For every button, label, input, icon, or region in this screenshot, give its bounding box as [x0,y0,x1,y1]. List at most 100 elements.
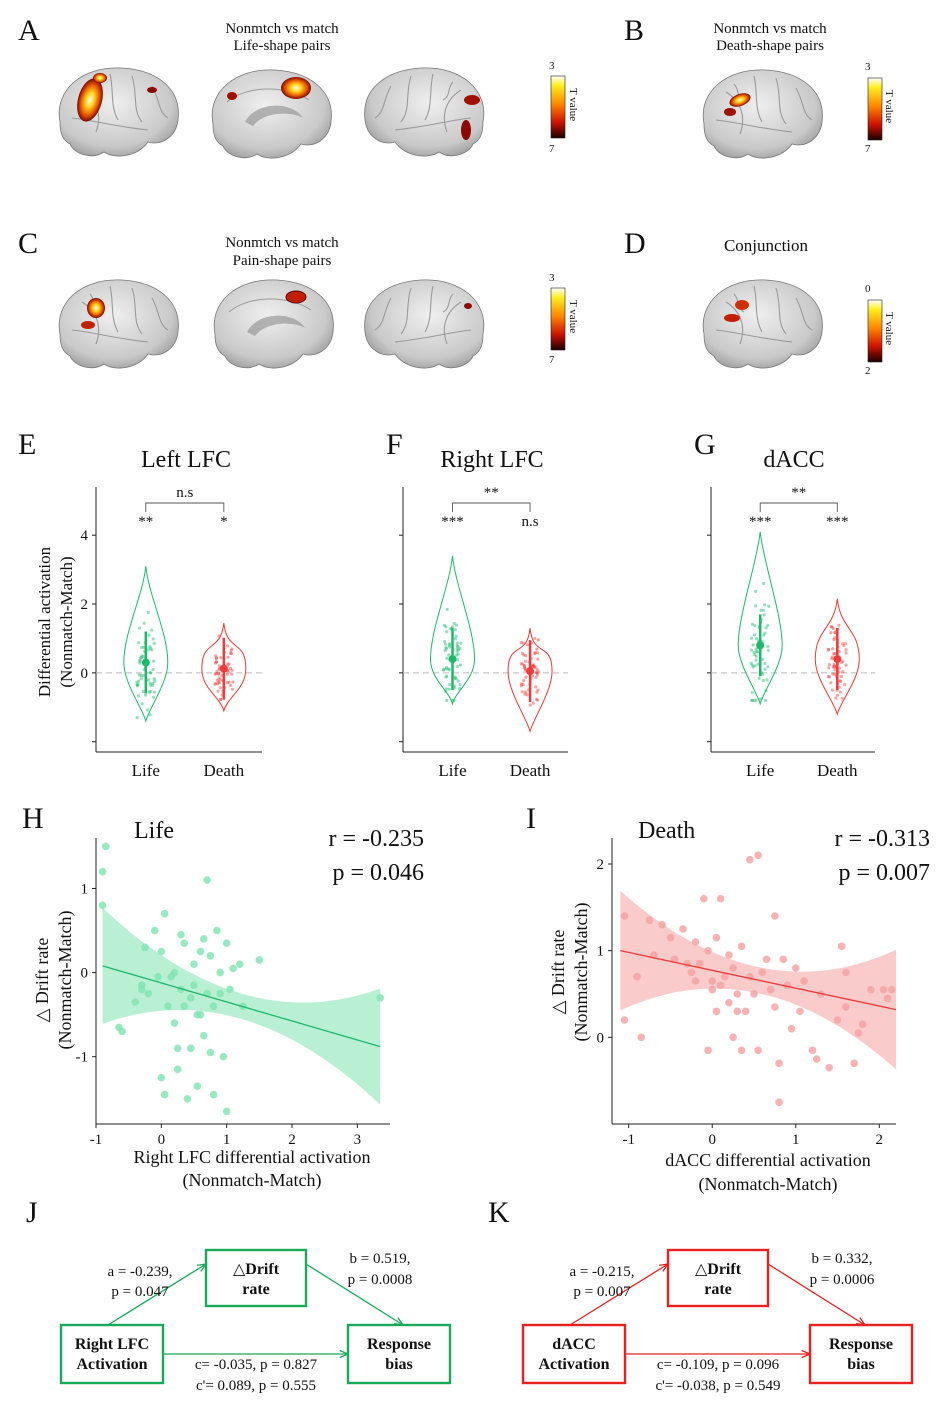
death-point [832,662,836,666]
panel-label-G: G [694,428,716,461]
death-point [833,667,837,672]
death-point [524,690,528,694]
violin-ylabel-line1: Differential activation [35,546,54,697]
life-point [150,648,154,652]
death-point [213,672,217,676]
brain-lateral-left [702,279,823,369]
data-point [733,990,742,998]
panel-label-E: E [18,428,36,461]
life-point [453,676,457,681]
colorbar-B-label: T value [883,90,895,123]
panel-B: B Nonmtch vs match Death-shape pairs 3 7… [624,14,895,159]
death-point [830,655,834,659]
death-point [214,656,218,660]
life-point [754,698,758,702]
data-point [733,1007,742,1016]
data-point [800,977,808,985]
life-point [455,653,459,657]
scatter-H-title: Life [134,818,174,844]
path-a-arrow-head [659,1263,670,1272]
life-point [763,667,767,671]
death-point [844,641,848,646]
life-point [753,664,757,668]
violin-F-title: Right LFC [440,447,543,473]
panel-label-K: K [488,1196,510,1229]
data-point [779,955,788,964]
data-point [771,912,779,920]
life-point [444,645,448,650]
colorbar-D-bottom: 2 [865,365,871,377]
death-point [213,661,217,665]
life-point [750,622,755,626]
death-point [534,685,538,689]
brain-surface [702,279,823,369]
data-point [193,1082,202,1090]
death-point [230,668,234,672]
death-point [826,647,830,652]
data-point [708,977,717,985]
panel-label-F: F [386,428,403,461]
death-point [214,682,218,686]
data-point [837,942,846,951]
life-point [442,667,446,672]
life-point [765,678,769,682]
data-point [746,855,754,864]
life-point [138,661,142,665]
brain-lateral-right [364,279,485,369]
colorbar-C-label: T value [567,300,579,333]
life-point [448,645,452,649]
data-point [883,994,892,1003]
life-point [151,681,155,685]
data-point [235,960,244,968]
data-point [183,1094,192,1103]
data-point [645,916,654,925]
life-point [761,657,765,661]
mediator-box [666,1248,770,1308]
life-point [766,648,771,653]
colorbar-D: 0 2 T value [865,283,895,377]
path-b-arrow-head [856,1317,867,1326]
panel-label-I: I [526,802,536,835]
death-point [519,662,523,666]
brain-medial [211,69,332,159]
death-point [832,664,836,668]
death-point [530,674,535,678]
data-point [812,1055,821,1063]
data-point [209,1002,218,1011]
data-point [762,955,771,964]
life-point [444,675,448,679]
path-c-direct: c'= -0.038, p = 0.549 [655,1378,780,1394]
brain-surface [58,279,179,369]
death-point [832,665,837,669]
data-point [180,1002,188,1011]
panel-F: F Right LFC Life Death***** n.s [386,428,568,780]
panel-I: I Death r = -0.313 p = 0.007 △ Drift rat… [526,802,930,1195]
death-point [225,672,229,676]
death-category-label: Death [510,761,551,780]
x-tick-label: 2 [876,1132,884,1148]
panel-C: C Nonmtch vs match Pain-shape pairs 3 7 … [18,227,579,369]
data-point [226,985,234,994]
panel-A-title-line2: Life-shape pairs [233,38,330,54]
life-point [135,683,139,687]
brain-lateral-left [58,279,179,369]
life-point [445,698,449,702]
panel-label-D: D [624,227,646,260]
life-point [453,637,457,641]
life-point [147,633,151,637]
life-point [458,646,462,651]
data-point [157,947,166,956]
data-point [206,1048,215,1057]
death-point [827,648,831,652]
data-point [775,1098,783,1107]
life-point [150,628,154,632]
death-point [537,670,541,674]
death-point [213,682,217,686]
scatter-I-ylabel-line1: △ Drift rate [548,930,568,1015]
predictor-box-line1: dACC [552,1336,596,1353]
data-point [712,1007,721,1016]
life-point [148,689,153,694]
path-b-arrow-head [394,1317,405,1326]
death-point [228,683,233,687]
